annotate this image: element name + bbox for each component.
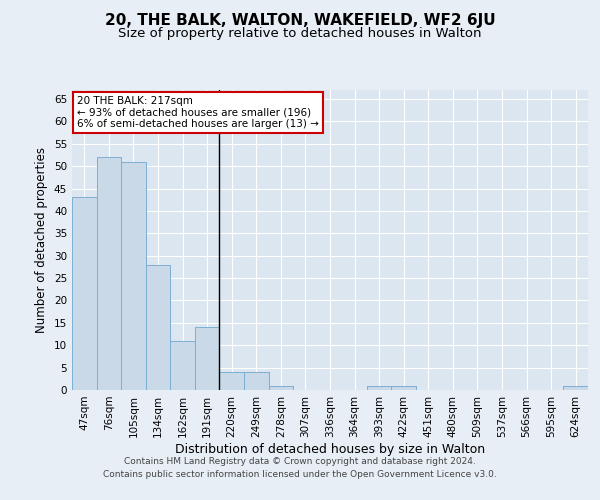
Bar [121,162,146,390]
Bar [269,386,293,390]
Text: 20 THE BALK: 217sqm
← 93% of detached houses are smaller (196)
6% of semi-detach: 20 THE BALK: 217sqm ← 93% of detached ho… [77,96,319,129]
Bar [563,386,588,390]
Bar [146,264,170,390]
Bar [195,328,220,390]
Bar [244,372,269,390]
Y-axis label: Number of detached properties: Number of detached properties [35,147,49,333]
Text: Contains HM Land Registry data © Crown copyright and database right 2024.: Contains HM Land Registry data © Crown c… [124,458,476,466]
Bar [72,198,97,390]
Bar [170,340,195,390]
Text: Contains public sector information licensed under the Open Government Licence v3: Contains public sector information licen… [103,470,497,479]
Text: 20, THE BALK, WALTON, WAKEFIELD, WF2 6JU: 20, THE BALK, WALTON, WAKEFIELD, WF2 6JU [104,12,496,28]
Bar [367,386,391,390]
Bar [97,157,121,390]
Bar [391,386,416,390]
Text: Size of property relative to detached houses in Walton: Size of property relative to detached ho… [118,28,482,40]
X-axis label: Distribution of detached houses by size in Walton: Distribution of detached houses by size … [175,442,485,456]
Bar [220,372,244,390]
